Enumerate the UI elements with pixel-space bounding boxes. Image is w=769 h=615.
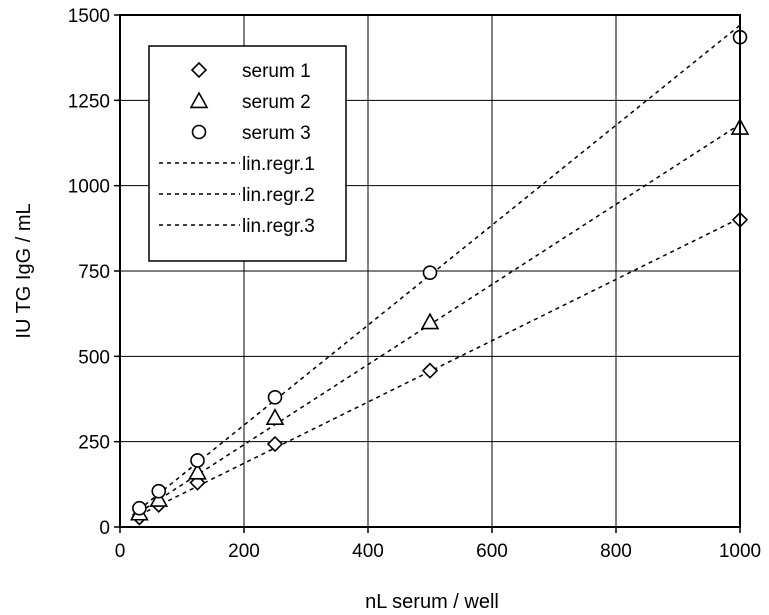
legend: serum 1 serum 2 serum 3 lin.regr.1 lin.regr.… xyxy=(148,45,347,262)
axis-ticks: 0 200 400 600 800 1000 0 250 500 750 1000 1250 1500 xyxy=(68,6,761,562)
legend-label: serum 1 xyxy=(242,61,311,82)
point-serum-1 xyxy=(266,435,284,453)
y-tick-label: 1000 xyxy=(68,177,110,198)
point-serum-3 xyxy=(151,483,167,499)
point-serum-3 xyxy=(132,500,147,516)
x-tick-label: 1000 xyxy=(719,541,761,562)
point-serum-2 xyxy=(265,408,285,425)
regression-lines xyxy=(131,24,741,520)
point-serum-2 xyxy=(420,312,440,330)
x-axis-title: nL serum / well xyxy=(365,591,499,613)
y-tick-label: 250 xyxy=(78,433,110,454)
regression-line-1 xyxy=(132,217,741,520)
point-serum-3 xyxy=(190,453,205,468)
grid xyxy=(120,15,740,527)
legend-box xyxy=(148,45,347,262)
y-tick-label: 750 xyxy=(78,262,110,283)
x-tick-label: 200 xyxy=(228,541,260,562)
y-axis-title: IU TG IgG / mL xyxy=(13,203,35,338)
x-tick-label: 800 xyxy=(600,541,632,562)
point-serum-3 xyxy=(267,389,283,405)
legend-label: serum 2 xyxy=(242,92,311,113)
legend-label: lin.regr.2 xyxy=(242,185,315,206)
x-tick-label: 400 xyxy=(352,541,384,562)
y-tick-label: 0 xyxy=(99,518,110,539)
y-tick-label: 1500 xyxy=(68,6,110,27)
x-tick-label: 0 xyxy=(115,541,126,562)
y-tick-label: 500 xyxy=(78,347,110,368)
x-tick-label: 600 xyxy=(476,541,508,562)
regression-line-3 xyxy=(131,24,741,516)
regression-line-2 xyxy=(131,123,741,518)
legend-label: lin.regr.1 xyxy=(242,154,315,175)
point-serum-3 xyxy=(422,265,438,281)
point-serum-1 xyxy=(421,362,439,379)
point-serum-2 xyxy=(188,462,207,480)
point-serum-2 xyxy=(149,490,169,507)
y-tick-label: 1250 xyxy=(68,91,110,112)
legend-marker-serum-3 xyxy=(191,124,207,140)
legend-marker-serum-2 xyxy=(189,91,209,109)
legend-marker-serum-1 xyxy=(190,61,208,79)
legend-label: lin.regr.3 xyxy=(242,216,315,237)
legend-label: serum 3 xyxy=(242,123,311,144)
